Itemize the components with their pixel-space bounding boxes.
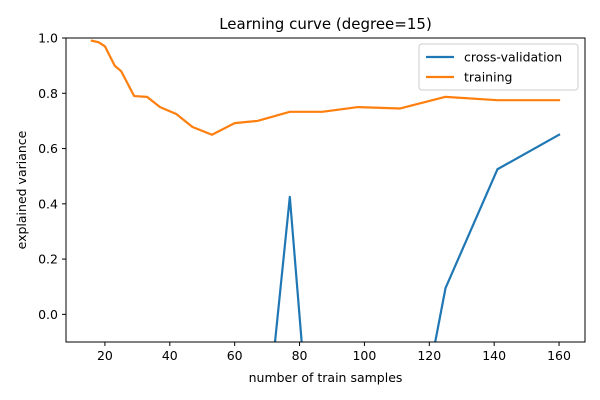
series-line-cross-validation (273, 133, 561, 342)
series-line-training (90, 39, 561, 136)
x-axis-label: number of train samples (249, 370, 403, 385)
y-tick-label: 0.0 (38, 307, 58, 322)
x-tick-label: 160 (547, 348, 571, 363)
y-tick-label: 0.4 (38, 196, 58, 211)
x-axis-ticks: 20 40 60 80 100 120 140 160 (97, 342, 571, 363)
y-axis-label: explained variance (14, 130, 29, 249)
series-layer (90, 39, 561, 342)
chart-title: Learning curve (degree=15) (219, 15, 432, 33)
x-tick-label: 80 (292, 348, 308, 363)
y-tick-label: 1.0 (38, 31, 58, 46)
y-tick-label: 0.8 (38, 86, 58, 101)
x-tick-label: 40 (162, 348, 178, 363)
legend-label-cross-validation: cross-validation (464, 50, 562, 65)
x-tick-label: 140 (482, 348, 506, 363)
x-tick-label: 100 (352, 348, 376, 363)
x-tick-label: 60 (227, 348, 243, 363)
y-tick-label: 0.6 (38, 141, 58, 156)
y-tick-label: 0.2 (38, 252, 58, 267)
legend: cross-validation training (418, 43, 579, 91)
plot-frame (65, 37, 586, 343)
x-tick-label: 120 (417, 348, 441, 363)
y-axis-ticks: 0.0 0.2 0.4 0.6 0.8 1.0 (38, 31, 66, 322)
legend-box (418, 43, 579, 91)
legend-label-training: training (464, 70, 512, 85)
x-tick-label: 20 (97, 348, 113, 363)
